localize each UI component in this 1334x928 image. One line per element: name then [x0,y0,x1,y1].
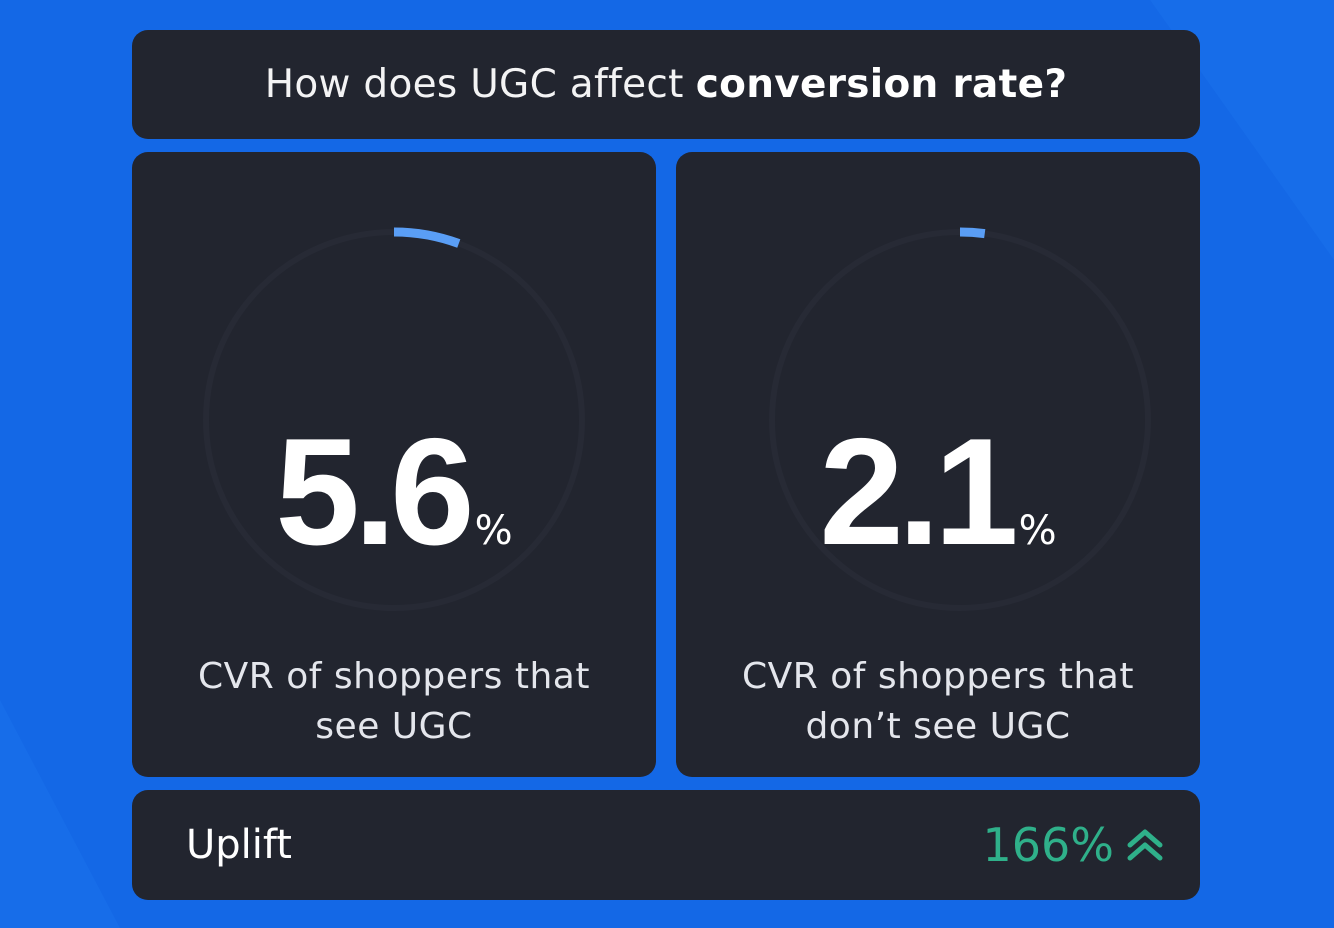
metric-value: 2.1 [819,407,1018,577]
metric-caption: CVR of shoppers that see UGC [198,656,590,747]
gauge-arc [959,227,986,239]
gauge-card-without-ugc: 2.1 % CVR of shoppers that don’t see UGC [676,152,1200,777]
uplift-card: Uplift 166% [132,790,1200,900]
title-emphasis: conversion rate? [695,62,1068,107]
metric-value: 5.6 [275,407,474,577]
gauge-chart [769,227,1151,611]
gauge-arc [393,227,461,248]
title-text: How does UGC affect [264,62,684,107]
page-title: How does UGC affect conversion rate? [132,30,1200,139]
metric-unit: % [1018,508,1057,554]
metric-caption: CVR of shoppers that don’t see UGC [742,656,1134,747]
uplift-value: 166% [982,818,1114,872]
gauge-card-with-ugc: 5.6 % CVR of shoppers that see UGC [132,152,656,777]
double-chevron-up-icon [1126,828,1164,862]
uplift-label: Uplift [186,822,292,868]
metric-unit: % [474,508,513,554]
header-card: How does UGC affect conversion rate? [132,30,1200,139]
gauge-chart [203,227,585,611]
